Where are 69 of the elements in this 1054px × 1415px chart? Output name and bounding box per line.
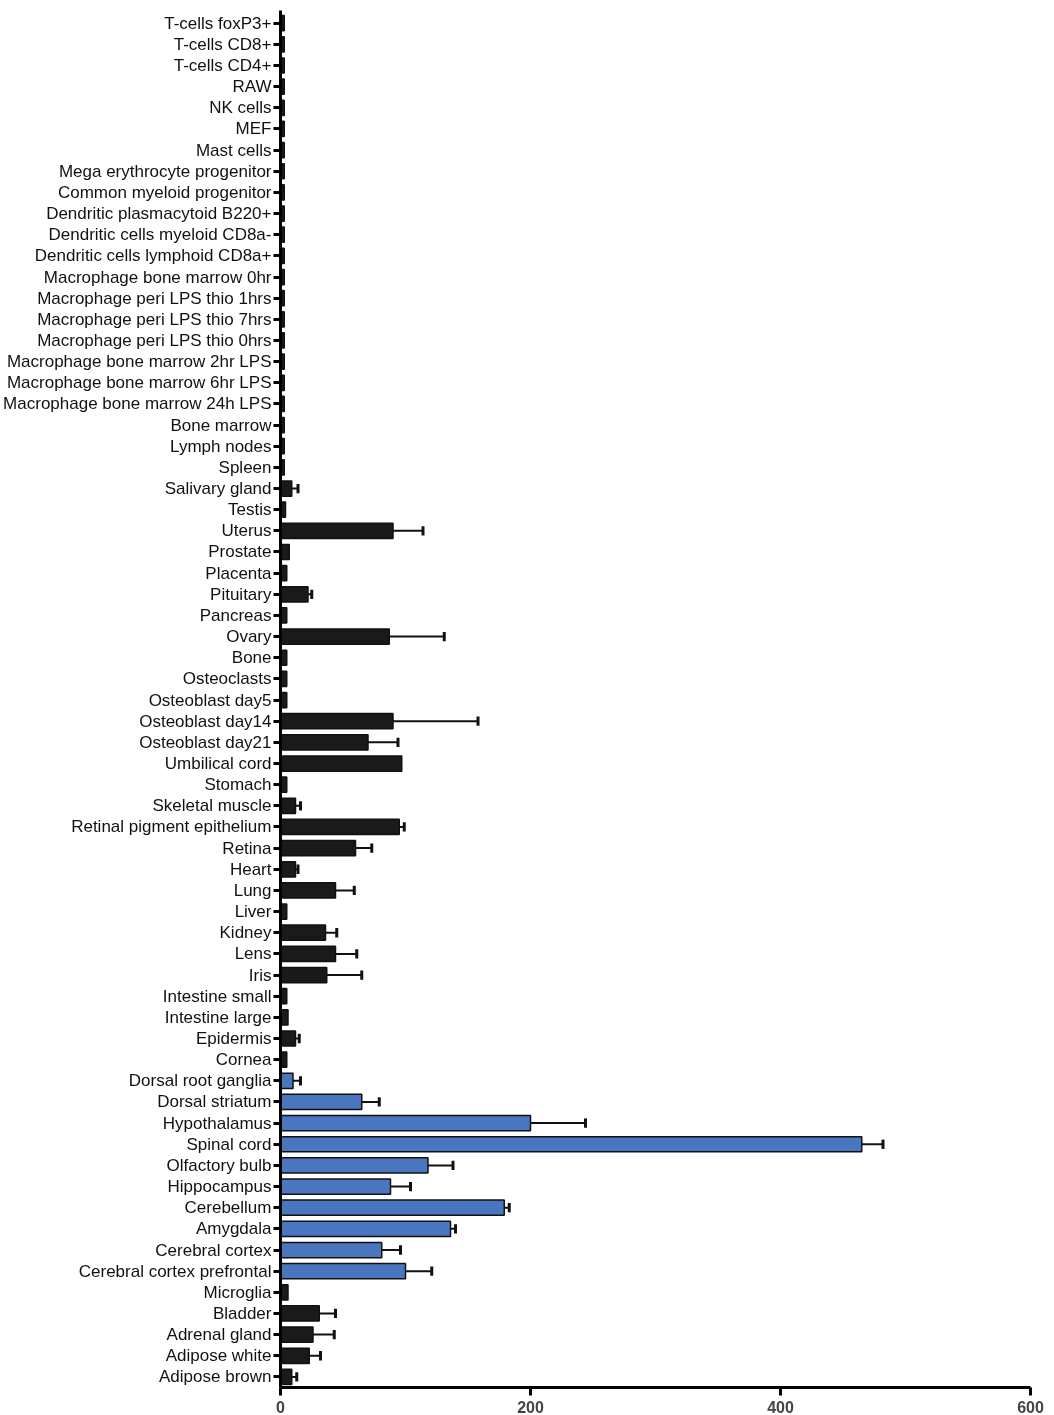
y-tick-label: Kidney bbox=[219, 923, 272, 943]
y-tick-label: Mast cells bbox=[195, 140, 272, 160]
y-tick-label: Cerebral cortex prefrontal bbox=[78, 1261, 272, 1281]
y-tick-label: Macrophage peri LPS thio 0hrs bbox=[37, 330, 272, 350]
y-tick-label: Stomach bbox=[204, 775, 272, 795]
y-tick-label: Mega erythrocyte progenitor bbox=[58, 161, 272, 181]
y-tick-label: Osteoblast day21 bbox=[139, 732, 272, 752]
y-tick-label: MEF bbox=[235, 119, 272, 139]
y-tick-label: Iris bbox=[248, 965, 272, 985]
x-tick-label: 400 bbox=[767, 1398, 794, 1415]
y-tick-label: Microglia bbox=[203, 1282, 273, 1302]
y-tick-label: Macrophage bone marrow 24h LPS bbox=[3, 394, 272, 414]
y-tick-label: Retina bbox=[222, 838, 273, 858]
y-tick-label: Salivary gland bbox=[164, 479, 272, 499]
y-tick-label: Liver bbox=[234, 902, 272, 922]
y-tick-label: T-cells foxP3+ bbox=[164, 13, 272, 33]
y-tick-label: Dendritic cells myeloid CD8a- bbox=[48, 225, 272, 245]
y-tick-label: Bone bbox=[231, 648, 272, 668]
x-tick-label: 600 bbox=[1017, 1398, 1044, 1415]
y-tick-label: Lens bbox=[234, 944, 272, 964]
y-tick-label: Spleen bbox=[218, 457, 272, 477]
y-tick-label: Macrophage bone marrow 6hr LPS bbox=[6, 373, 272, 393]
y-tick-label: NK cells bbox=[209, 98, 272, 118]
y-tick-label: Cerebral cortex bbox=[155, 1240, 272, 1260]
y-tick-label: Adrenal gland bbox=[166, 1325, 272, 1345]
y-tick-label: Hippocampus bbox=[167, 1177, 272, 1197]
y-tick-label: Macrophage bone marrow 2hr LPS bbox=[6, 352, 272, 372]
y-tick-label: T-cells CD8+ bbox=[173, 34, 272, 54]
y-tick-label: Lymph nodes bbox=[170, 436, 272, 456]
y-tick-label: Lung bbox=[233, 880, 272, 900]
y-tick-label: Cornea bbox=[215, 1050, 273, 1070]
y-tick-label: Macrophage peri LPS thio 7hrs bbox=[37, 309, 272, 329]
y-tick-label: Prostate bbox=[208, 542, 272, 562]
y-tick-label: Cerebellum bbox=[184, 1198, 272, 1218]
y-tick-label: Bladder bbox=[212, 1303, 272, 1323]
y-tick-label: Osteoblast day5 bbox=[148, 690, 272, 710]
y-tick-label: Adipose white bbox=[165, 1346, 272, 1366]
y-tick-label: Macrophage peri LPS thio 1hrs bbox=[37, 288, 272, 308]
y-tick-label: Adipose brown bbox=[159, 1367, 272, 1387]
y-tick-label: Intestine large bbox=[164, 1007, 272, 1027]
y-tick-label: Heart bbox=[229, 859, 272, 879]
y-tick-label: Common myeloid progenitor bbox=[57, 182, 272, 202]
y-tick-label: Skeletal muscle bbox=[152, 796, 272, 816]
y-tick-label: Pituitary bbox=[210, 584, 272, 604]
x-tick-label: 0 bbox=[276, 1398, 286, 1415]
y-tick-label: Epidermis bbox=[195, 1028, 272, 1048]
y-tick-label: Pancreas bbox=[199, 605, 272, 625]
y-tick-label: Spinal cord bbox=[186, 1134, 272, 1154]
y-tick-label: Intestine small bbox=[162, 986, 272, 1006]
y-tick-label: Umbilical cord bbox=[164, 754, 272, 774]
y-tick-label: Uterus bbox=[221, 521, 272, 541]
y-tick-label: Dorsal root ganglia bbox=[128, 1071, 273, 1091]
y-tick-label: Retinal pigment epithelium bbox=[71, 817, 272, 837]
y-tick-label: Macrophage bone marrow 0hr bbox=[43, 267, 272, 287]
y-tick-label: RAW bbox=[232, 77, 272, 97]
y-tick-label: Olfactory bulb bbox=[166, 1155, 272, 1175]
y-tick-label: Ovary bbox=[226, 627, 272, 647]
x-tick-label: 200 bbox=[517, 1398, 544, 1415]
y-tick-label: Dendritic plasmacytoid B220+ bbox=[46, 204, 272, 224]
y-tick-label: Placenta bbox=[205, 563, 273, 583]
y-tick-label: Osteoblast day14 bbox=[139, 711, 272, 731]
y-tick-label: Hypothalamus bbox=[162, 1113, 272, 1133]
y-tick-label: Dendritic cells lymphoid CD8a+ bbox=[34, 246, 272, 266]
y-tick-label: Osteoclasts bbox=[182, 669, 272, 689]
y-tick-label: Bone marrow bbox=[170, 415, 273, 435]
y-tick-label: Dorsal striatum bbox=[157, 1092, 272, 1112]
y-tick-label: Testis bbox=[228, 500, 272, 520]
y-tick-label: T-cells CD4+ bbox=[173, 56, 272, 75]
y-tick-label: Amygdala bbox=[195, 1219, 273, 1239]
